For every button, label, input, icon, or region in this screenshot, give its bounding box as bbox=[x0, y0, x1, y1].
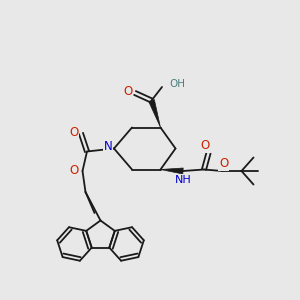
Text: N: N bbox=[103, 140, 112, 154]
Text: O: O bbox=[219, 157, 228, 170]
Polygon shape bbox=[160, 168, 183, 174]
Text: NH: NH bbox=[175, 175, 192, 185]
Text: O: O bbox=[201, 139, 210, 152]
Text: O: O bbox=[123, 85, 132, 98]
Text: OH: OH bbox=[169, 79, 185, 89]
Text: O: O bbox=[69, 164, 78, 178]
Text: O: O bbox=[69, 125, 78, 139]
Polygon shape bbox=[149, 100, 161, 128]
